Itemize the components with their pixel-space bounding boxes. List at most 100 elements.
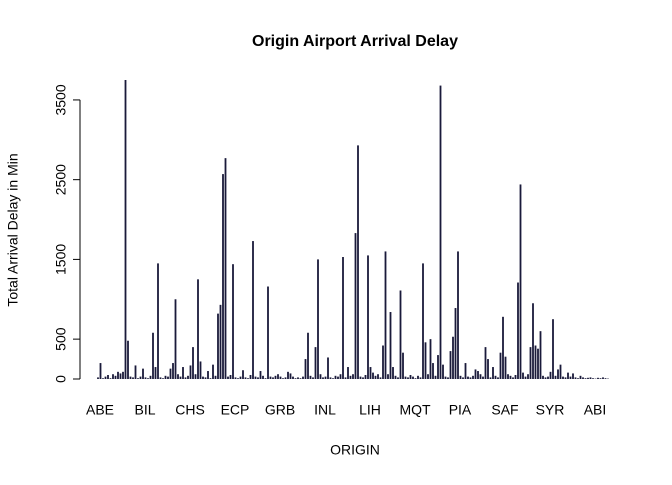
bar xyxy=(575,377,577,379)
bar xyxy=(550,372,552,379)
bar xyxy=(482,377,484,379)
bar xyxy=(432,363,434,379)
bar xyxy=(120,373,122,379)
bar xyxy=(225,158,227,379)
bar xyxy=(422,263,424,379)
bar xyxy=(255,377,257,379)
bar xyxy=(105,377,107,379)
bar xyxy=(440,86,442,379)
y-tick-label: 3500 xyxy=(53,84,69,115)
bar xyxy=(190,365,192,379)
bar xyxy=(265,378,267,379)
bar xyxy=(505,357,507,379)
bar xyxy=(300,378,302,379)
bar xyxy=(555,376,557,379)
bar xyxy=(250,375,252,379)
bar xyxy=(345,377,347,379)
bar xyxy=(590,377,592,379)
x-tick-label: SYR xyxy=(536,402,565,418)
bar xyxy=(602,377,604,379)
bar xyxy=(545,377,547,379)
bar xyxy=(140,377,142,379)
bar xyxy=(280,377,282,379)
bar xyxy=(572,373,574,379)
bar xyxy=(332,378,334,379)
bar xyxy=(375,376,377,379)
bar xyxy=(400,290,402,379)
bar xyxy=(290,373,292,379)
bar xyxy=(150,376,152,379)
bar xyxy=(240,377,242,379)
bar xyxy=(200,361,202,379)
y-tick-label: 1500 xyxy=(53,244,69,275)
bar xyxy=(122,372,124,379)
bar xyxy=(137,378,139,379)
bar xyxy=(277,374,279,379)
bar xyxy=(237,378,239,379)
bar xyxy=(195,374,197,379)
bar xyxy=(207,371,209,379)
bar xyxy=(355,233,357,379)
bar xyxy=(197,279,199,379)
bar xyxy=(185,377,187,379)
y-tick-label: 2500 xyxy=(53,164,69,195)
bar xyxy=(597,378,599,379)
bar xyxy=(490,377,492,379)
bar xyxy=(130,377,132,379)
bar xyxy=(147,378,149,379)
bar xyxy=(152,333,154,379)
bar xyxy=(230,375,232,379)
bar xyxy=(257,377,259,379)
bar xyxy=(557,369,559,379)
bar xyxy=(302,377,304,379)
bar xyxy=(235,377,237,379)
bar xyxy=(390,312,392,379)
bar xyxy=(472,376,474,379)
bar xyxy=(365,375,367,379)
bar xyxy=(495,376,497,379)
y-tick-label: 500 xyxy=(53,327,69,351)
bar xyxy=(427,374,429,379)
x-tick-label: ABE xyxy=(86,402,114,418)
bar xyxy=(292,377,294,379)
bar xyxy=(100,363,102,379)
bar xyxy=(445,377,447,379)
bar xyxy=(232,264,234,379)
bar xyxy=(592,378,594,379)
bar xyxy=(462,377,464,379)
bar xyxy=(167,377,169,379)
bar xyxy=(402,353,404,379)
bar xyxy=(552,319,554,379)
bar xyxy=(540,331,542,379)
bar xyxy=(210,378,212,379)
bar xyxy=(420,377,422,379)
bar xyxy=(520,184,522,379)
bar xyxy=(435,376,437,379)
bar xyxy=(202,377,204,379)
bar xyxy=(285,377,287,379)
bar xyxy=(172,363,174,379)
bar xyxy=(247,378,249,379)
bar xyxy=(350,376,352,379)
x-tick-label: CHS xyxy=(175,402,205,418)
bar xyxy=(467,377,469,379)
bar xyxy=(352,374,354,379)
bar xyxy=(182,367,184,379)
bar xyxy=(297,377,299,379)
bar xyxy=(570,377,572,379)
bar xyxy=(102,378,104,379)
bar xyxy=(110,378,112,379)
bar xyxy=(477,371,479,379)
bar xyxy=(600,378,602,379)
bar xyxy=(405,377,407,379)
x-tick-label: BIL xyxy=(134,402,155,418)
bar xyxy=(165,376,167,379)
bar xyxy=(380,377,382,379)
bar xyxy=(395,376,397,379)
bar xyxy=(142,369,144,379)
bar xyxy=(460,376,462,379)
bar xyxy=(382,346,384,379)
bar xyxy=(282,378,284,379)
bar xyxy=(417,376,419,379)
bar xyxy=(212,365,214,379)
